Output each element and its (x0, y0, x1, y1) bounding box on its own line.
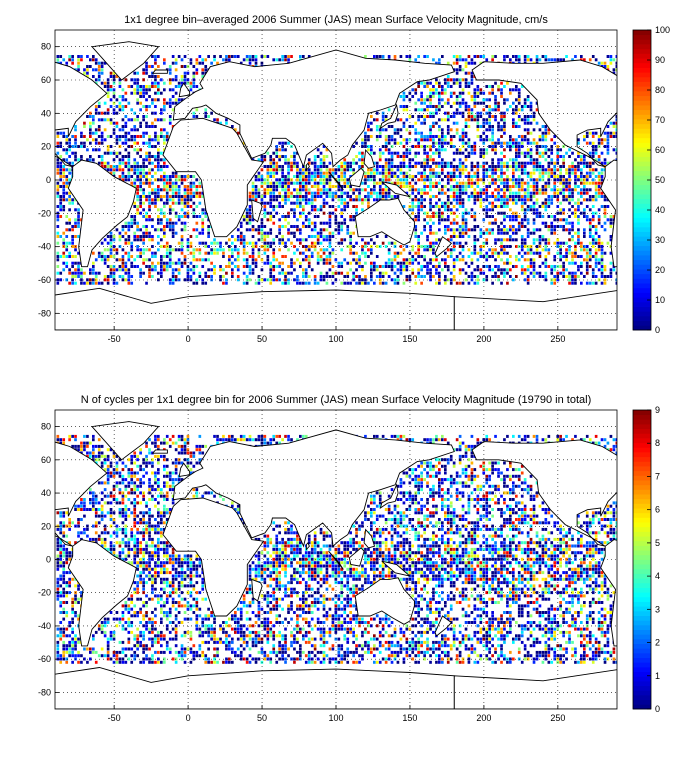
colorbar-tick-label: 9 (655, 405, 660, 415)
y-tick-label: 80 (41, 42, 51, 52)
y-tick-label: 60 (41, 75, 51, 85)
y-tick-label: -60 (38, 654, 51, 664)
colorbar-tick-label: 1 (655, 671, 660, 681)
y-tick-label: 60 (41, 455, 51, 465)
gridlines (55, 30, 617, 330)
colorbar-tick-label: 6 (655, 505, 660, 515)
y-tick-label: -40 (38, 242, 51, 252)
colorbar-tick-label: 7 (655, 471, 660, 481)
x-tick-label: 250 (550, 713, 565, 723)
y-tick-label: -20 (38, 208, 51, 218)
y-tick-label: 0 (46, 555, 51, 565)
y-tick-label: 40 (41, 488, 51, 498)
y-tick-label: -20 (38, 588, 51, 598)
x-tick-label: 50 (257, 713, 267, 723)
coastlines (55, 41, 617, 330)
y-tick-label: 0 (46, 175, 51, 185)
x-tick-label: 200 (476, 713, 491, 723)
y-tick-label: -40 (38, 621, 51, 631)
colorbar-tick-label: 70 (655, 115, 665, 125)
map-panel-2: N of cycles per 1x1 degree bin for 2006 … (38, 394, 660, 723)
chart-title-2: N of cycles per 1x1 degree bin for 2006 … (81, 394, 592, 406)
colorbar-tick-label: 0 (655, 704, 660, 714)
map-panel-1: 1x1 degree bin–averaged 2006 Summer (JAS… (38, 14, 670, 344)
x-tick-label: -50 (108, 334, 121, 344)
y-tick-label: 40 (41, 108, 51, 118)
coastlines (55, 421, 617, 709)
y-tick-label: 80 (41, 422, 51, 432)
colorbar-tick-label: 90 (655, 55, 665, 65)
x-tick-label: 150 (402, 334, 417, 344)
colorbar-tick-label: 50 (655, 175, 665, 185)
colorbar-tick-label: 30 (655, 235, 665, 245)
colorbar-tick-label: 5 (655, 538, 660, 548)
x-tick-label: 150 (402, 713, 417, 723)
y-tick-label: -80 (38, 687, 51, 697)
x-tick-label: 100 (328, 713, 343, 723)
colorbar-tick-label: 20 (655, 265, 665, 275)
colorbar-tick-label: 3 (655, 604, 660, 614)
colorbar-tick-label: 100 (655, 25, 670, 35)
colorbar-tick-label: 0 (655, 325, 660, 335)
x-tick-label: 0 (186, 713, 191, 723)
x-tick-label: 100 (328, 334, 343, 344)
colorbar-tick-label: 4 (655, 571, 660, 581)
colorbar-tick-label: 80 (655, 85, 665, 95)
x-tick-label: 200 (476, 334, 491, 344)
bin-cells (56, 434, 617, 664)
y-tick-label: -80 (38, 308, 51, 318)
x-tick-label: 250 (550, 334, 565, 344)
chart-title-1: 1x1 degree bin–averaged 2006 Summer (JAS… (124, 14, 548, 26)
colorbar-tick-label: 10 (655, 295, 665, 305)
x-tick-label: 0 (186, 334, 191, 344)
colorbar-tick-label: 60 (655, 145, 665, 155)
colorbar-tick-label: 8 (655, 438, 660, 448)
y-tick-label: 20 (41, 142, 51, 152)
y-tick-label: 20 (41, 521, 51, 531)
x-tick-label: -50 (108, 713, 121, 723)
x-tick-label: 50 (257, 334, 267, 344)
gridlines (55, 410, 617, 709)
colorbar-tick-label: 2 (655, 638, 660, 648)
colorbar-2: 0 1 2 3 4 5 6 7 8 9 (632, 405, 660, 714)
colorbar-1: 0 10 20 30 40 50 60 70 80 90 100 (632, 25, 670, 335)
y-tick-label: -60 (38, 275, 51, 285)
colorbar-tick-label: 40 (655, 205, 665, 215)
